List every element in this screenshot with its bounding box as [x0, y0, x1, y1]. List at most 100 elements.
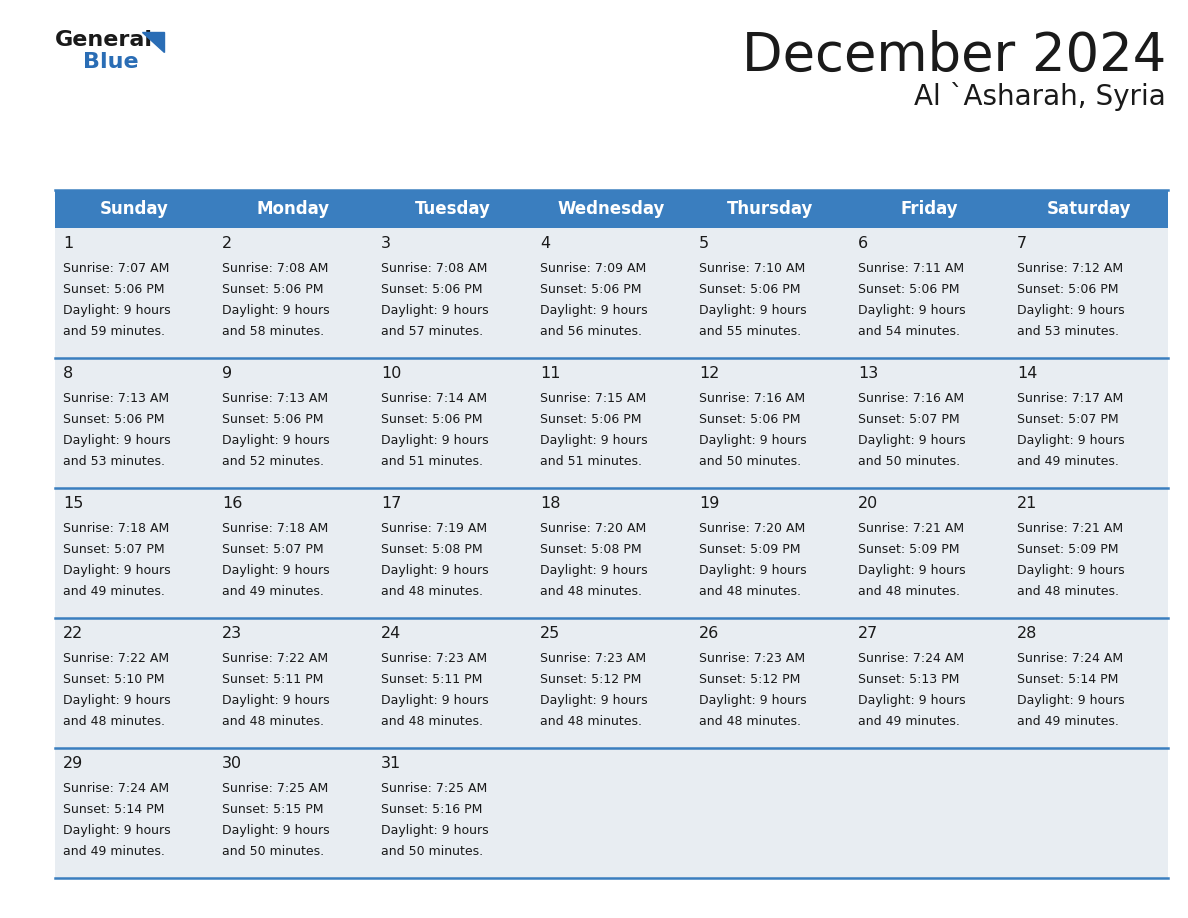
Text: and 50 minutes.: and 50 minutes.	[858, 455, 960, 468]
Text: 26: 26	[699, 626, 719, 641]
Text: Daylight: 9 hours: Daylight: 9 hours	[699, 434, 807, 447]
Text: Sunrise: 7:07 AM: Sunrise: 7:07 AM	[63, 262, 170, 275]
Text: Daylight: 9 hours: Daylight: 9 hours	[63, 694, 171, 707]
Text: Daylight: 9 hours: Daylight: 9 hours	[858, 694, 966, 707]
Text: 16: 16	[222, 496, 242, 511]
Text: General: General	[55, 30, 153, 50]
Text: Daylight: 9 hours: Daylight: 9 hours	[222, 564, 329, 577]
Text: Sunset: 5:06 PM: Sunset: 5:06 PM	[541, 283, 642, 296]
Text: 13: 13	[858, 366, 878, 381]
Text: Sunrise: 7:15 AM: Sunrise: 7:15 AM	[541, 392, 646, 405]
Text: Daylight: 9 hours: Daylight: 9 hours	[222, 694, 329, 707]
Text: Sunrise: 7:21 AM: Sunrise: 7:21 AM	[858, 522, 965, 535]
Text: Sunset: 5:11 PM: Sunset: 5:11 PM	[381, 673, 482, 686]
Text: Tuesday: Tuesday	[415, 200, 491, 218]
Text: Sunrise: 7:23 AM: Sunrise: 7:23 AM	[699, 652, 805, 665]
Text: Sunset: 5:06 PM: Sunset: 5:06 PM	[858, 283, 960, 296]
Text: Daylight: 9 hours: Daylight: 9 hours	[381, 434, 488, 447]
Text: Daylight: 9 hours: Daylight: 9 hours	[541, 694, 647, 707]
Text: Sunset: 5:06 PM: Sunset: 5:06 PM	[381, 413, 482, 426]
Text: Sunrise: 7:23 AM: Sunrise: 7:23 AM	[541, 652, 646, 665]
Text: Sunset: 5:07 PM: Sunset: 5:07 PM	[222, 543, 323, 556]
Text: Al `Asharah, Syria: Al `Asharah, Syria	[915, 82, 1165, 111]
Text: 22: 22	[63, 626, 83, 641]
Text: and 59 minutes.: and 59 minutes.	[63, 325, 165, 338]
Text: 4: 4	[541, 236, 550, 251]
Text: and 48 minutes.: and 48 minutes.	[699, 715, 801, 728]
Text: Blue: Blue	[83, 52, 139, 72]
Text: Sunrise: 7:24 AM: Sunrise: 7:24 AM	[1017, 652, 1123, 665]
Text: Sunset: 5:06 PM: Sunset: 5:06 PM	[63, 283, 164, 296]
Text: Sunrise: 7:20 AM: Sunrise: 7:20 AM	[699, 522, 805, 535]
Text: 24: 24	[381, 626, 402, 641]
Text: 15: 15	[63, 496, 83, 511]
Text: Sunrise: 7:08 AM: Sunrise: 7:08 AM	[222, 262, 328, 275]
Text: 14: 14	[1017, 366, 1037, 381]
Text: 8: 8	[63, 366, 74, 381]
Text: and 52 minutes.: and 52 minutes.	[222, 455, 324, 468]
Text: Daylight: 9 hours: Daylight: 9 hours	[541, 304, 647, 317]
FancyBboxPatch shape	[55, 488, 1168, 618]
Text: Sunrise: 7:12 AM: Sunrise: 7:12 AM	[1017, 262, 1123, 275]
Text: Saturday: Saturday	[1047, 200, 1131, 218]
Text: Sunset: 5:08 PM: Sunset: 5:08 PM	[541, 543, 642, 556]
Text: 31: 31	[381, 756, 402, 771]
Text: Daylight: 9 hours: Daylight: 9 hours	[699, 694, 807, 707]
Text: 1: 1	[63, 236, 74, 251]
Text: Sunrise: 7:22 AM: Sunrise: 7:22 AM	[63, 652, 169, 665]
Text: Daylight: 9 hours: Daylight: 9 hours	[63, 304, 171, 317]
Text: and 49 minutes.: and 49 minutes.	[1017, 455, 1119, 468]
Text: and 48 minutes.: and 48 minutes.	[699, 585, 801, 598]
Text: Sunset: 5:08 PM: Sunset: 5:08 PM	[381, 543, 482, 556]
Text: Sunset: 5:06 PM: Sunset: 5:06 PM	[541, 413, 642, 426]
Text: December 2024: December 2024	[741, 30, 1165, 82]
Text: and 49 minutes.: and 49 minutes.	[1017, 715, 1119, 728]
Text: and 53 minutes.: and 53 minutes.	[1017, 325, 1119, 338]
Text: Daylight: 9 hours: Daylight: 9 hours	[381, 824, 488, 837]
Text: Sunrise: 7:10 AM: Sunrise: 7:10 AM	[699, 262, 805, 275]
Text: 12: 12	[699, 366, 720, 381]
Text: Daylight: 9 hours: Daylight: 9 hours	[381, 304, 488, 317]
Text: Sunset: 5:06 PM: Sunset: 5:06 PM	[699, 413, 801, 426]
Text: and 48 minutes.: and 48 minutes.	[541, 715, 642, 728]
Text: Sunrise: 7:23 AM: Sunrise: 7:23 AM	[381, 652, 487, 665]
Text: Sunset: 5:06 PM: Sunset: 5:06 PM	[222, 283, 323, 296]
Text: Sunset: 5:06 PM: Sunset: 5:06 PM	[1017, 283, 1118, 296]
Text: Sunrise: 7:18 AM: Sunrise: 7:18 AM	[222, 522, 328, 535]
Text: 27: 27	[858, 626, 878, 641]
Text: Daylight: 9 hours: Daylight: 9 hours	[381, 564, 488, 577]
Text: 19: 19	[699, 496, 720, 511]
Text: Sunset: 5:09 PM: Sunset: 5:09 PM	[858, 543, 960, 556]
Text: and 49 minutes.: and 49 minutes.	[63, 585, 165, 598]
Text: Friday: Friday	[901, 200, 959, 218]
Text: 29: 29	[63, 756, 83, 771]
Text: Sunrise: 7:14 AM: Sunrise: 7:14 AM	[381, 392, 487, 405]
Text: and 48 minutes.: and 48 minutes.	[541, 585, 642, 598]
Text: Sunrise: 7:25 AM: Sunrise: 7:25 AM	[222, 782, 328, 795]
Text: 20: 20	[858, 496, 878, 511]
Text: Daylight: 9 hours: Daylight: 9 hours	[699, 304, 807, 317]
Text: and 51 minutes.: and 51 minutes.	[381, 455, 484, 468]
FancyBboxPatch shape	[55, 618, 1168, 748]
Text: Sunrise: 7:13 AM: Sunrise: 7:13 AM	[222, 392, 328, 405]
Text: and 49 minutes.: and 49 minutes.	[63, 845, 165, 858]
Text: Sunrise: 7:16 AM: Sunrise: 7:16 AM	[699, 392, 805, 405]
Text: and 48 minutes.: and 48 minutes.	[63, 715, 165, 728]
Text: Sunrise: 7:08 AM: Sunrise: 7:08 AM	[381, 262, 487, 275]
Text: Daylight: 9 hours: Daylight: 9 hours	[222, 434, 329, 447]
Text: and 49 minutes.: and 49 minutes.	[222, 585, 324, 598]
Text: Sunrise: 7:13 AM: Sunrise: 7:13 AM	[63, 392, 169, 405]
Text: Daylight: 9 hours: Daylight: 9 hours	[699, 564, 807, 577]
Text: Sunset: 5:10 PM: Sunset: 5:10 PM	[63, 673, 164, 686]
Text: Daylight: 9 hours: Daylight: 9 hours	[858, 304, 966, 317]
Text: Sunrise: 7:16 AM: Sunrise: 7:16 AM	[858, 392, 965, 405]
Text: and 50 minutes.: and 50 minutes.	[699, 455, 801, 468]
Text: Wednesday: Wednesday	[558, 200, 665, 218]
Text: Daylight: 9 hours: Daylight: 9 hours	[63, 564, 171, 577]
Text: Sunrise: 7:21 AM: Sunrise: 7:21 AM	[1017, 522, 1123, 535]
Text: 6: 6	[858, 236, 868, 251]
Text: Daylight: 9 hours: Daylight: 9 hours	[63, 434, 171, 447]
Text: and 55 minutes.: and 55 minutes.	[699, 325, 801, 338]
Text: Daylight: 9 hours: Daylight: 9 hours	[222, 824, 329, 837]
Text: and 58 minutes.: and 58 minutes.	[222, 325, 324, 338]
